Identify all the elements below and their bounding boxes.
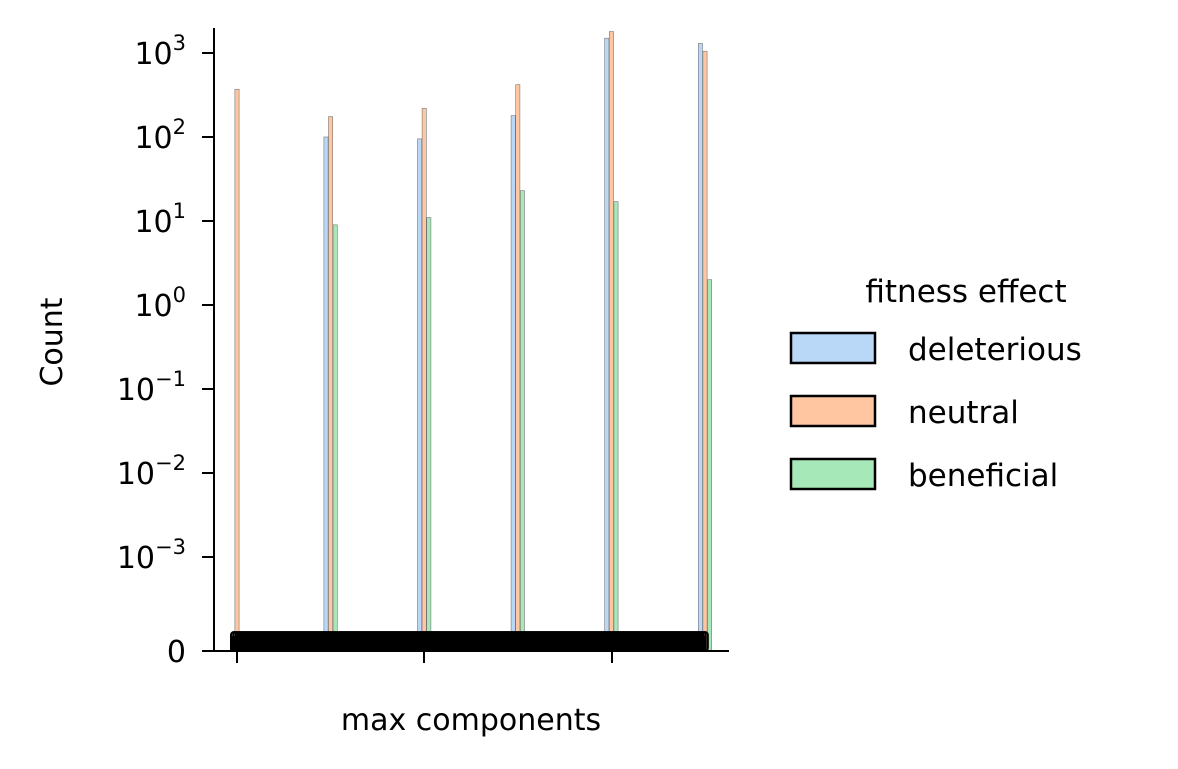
legend-swatch-deleterious: [789, 331, 877, 365]
plot-area: [230, 31, 712, 652]
bar-neutral: [328, 116, 333, 652]
legend-label-beneficial: beneficial: [908, 458, 1058, 494]
bar-beneficial: [519, 190, 525, 652]
y-axis-label: Count: [35, 297, 70, 386]
y-tick-label: 100: [134, 283, 186, 324]
y-tick-label: 10−3: [117, 535, 186, 576]
legend-swatch-beneficial: [789, 457, 877, 491]
bar-beneficial: [426, 217, 432, 652]
legend: fitness effect deleterious neutral benefic…: [789, 274, 1082, 494]
bar-deleterious: [417, 138, 422, 652]
bar-neutral: [702, 50, 708, 652]
legend-swatch-neutral: [789, 394, 877, 428]
y-tick-label: 102: [134, 115, 186, 156]
legend-label-deleterious: deleterious: [908, 332, 1082, 368]
y-tick-label: 0: [167, 635, 186, 670]
bar-neutral: [234, 88, 240, 652]
y-tick-label: 10−2: [117, 451, 186, 492]
y-tick-label: 10−1: [117, 367, 186, 408]
legend-title: fitness effect: [865, 274, 1066, 310]
zero-bar-fill: [230, 636, 705, 651]
y-axis-ticks: 0 10−3 10−2 10−1 100 101 102 103: [117, 31, 214, 670]
y-tick-label: 103: [134, 31, 186, 72]
bar-beneficial: [613, 201, 619, 652]
bar-deleterious: [697, 43, 703, 652]
bar-deleterious: [604, 37, 610, 652]
x-axis-ticks: [236, 651, 613, 663]
bar-deleterious: [510, 115, 516, 652]
legend-label-neutral: neutral: [908, 395, 1019, 431]
bar-beneficial: [707, 279, 712, 652]
y-tick-label: 101: [134, 199, 186, 240]
bar-neutral: [515, 84, 521, 652]
bar-beneficial: [332, 224, 338, 652]
bar-neutral: [421, 107, 427, 652]
x-axis-label: max components: [341, 703, 601, 738]
bar-neutral: [608, 31, 614, 652]
bar-deleterious: [323, 136, 329, 652]
zero-bar-outlines: [230, 631, 709, 652]
